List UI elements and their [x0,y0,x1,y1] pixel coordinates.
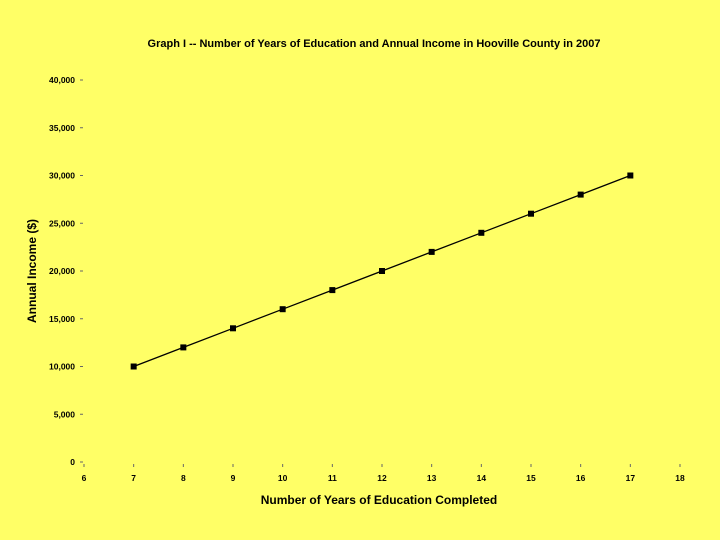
x-tick-label: 6 [82,473,87,483]
data-point [230,325,236,332]
data-point [279,306,286,313]
x-axis-label: Number of Years of Education Completed [261,493,497,507]
x-tick-label: 9 [231,473,236,483]
x-tick-label: 15 [526,473,536,483]
data-point [627,172,634,179]
x-tick-label: 12 [377,473,387,483]
data-point [478,229,485,236]
y-tick-label: 15,000 [49,314,75,324]
y-tick-label: 35,000 [49,123,75,133]
y-tick-label: 20,000 [49,266,75,276]
y-tick-label: 0 [70,457,75,467]
y-tick-label: 30,000 [49,171,75,181]
x-tick-label: 11 [328,473,337,483]
x-tick-label: 17 [626,473,636,483]
x-axis: 6 7 8 9 10 11 12 13 14 15 16 17 18 [82,464,685,483]
y-tick-label: 10,000 [49,362,75,372]
y-axis-label: Annual Income ($) [25,219,39,323]
data-point [428,248,435,255]
x-tick-label: 8 [181,473,186,483]
data-point [130,363,137,370]
data-point [180,344,187,351]
y-tick-label: 5,000 [54,409,76,419]
series-layer [130,172,634,370]
x-tick-label: 7 [131,473,136,483]
chart-title: Graph I -- Number of Years of Education … [148,38,601,50]
data-point [577,191,584,198]
x-tick-label: 13 [427,473,437,483]
x-tick-label: 14 [477,473,487,483]
data-point [528,210,534,217]
y-tick-label: 40,000 [49,75,75,85]
x-tick-label: 16 [576,473,586,483]
x-tick-label: 18 [675,473,685,483]
y-tick-label: 25,000 [49,218,75,228]
y-axis: 0 5,000 10,000 15,000 20,000 25,000 30,000 35,0… [49,75,83,467]
data-point [379,268,385,274]
data-point [329,287,336,294]
x-tick-label: 10 [278,473,288,483]
